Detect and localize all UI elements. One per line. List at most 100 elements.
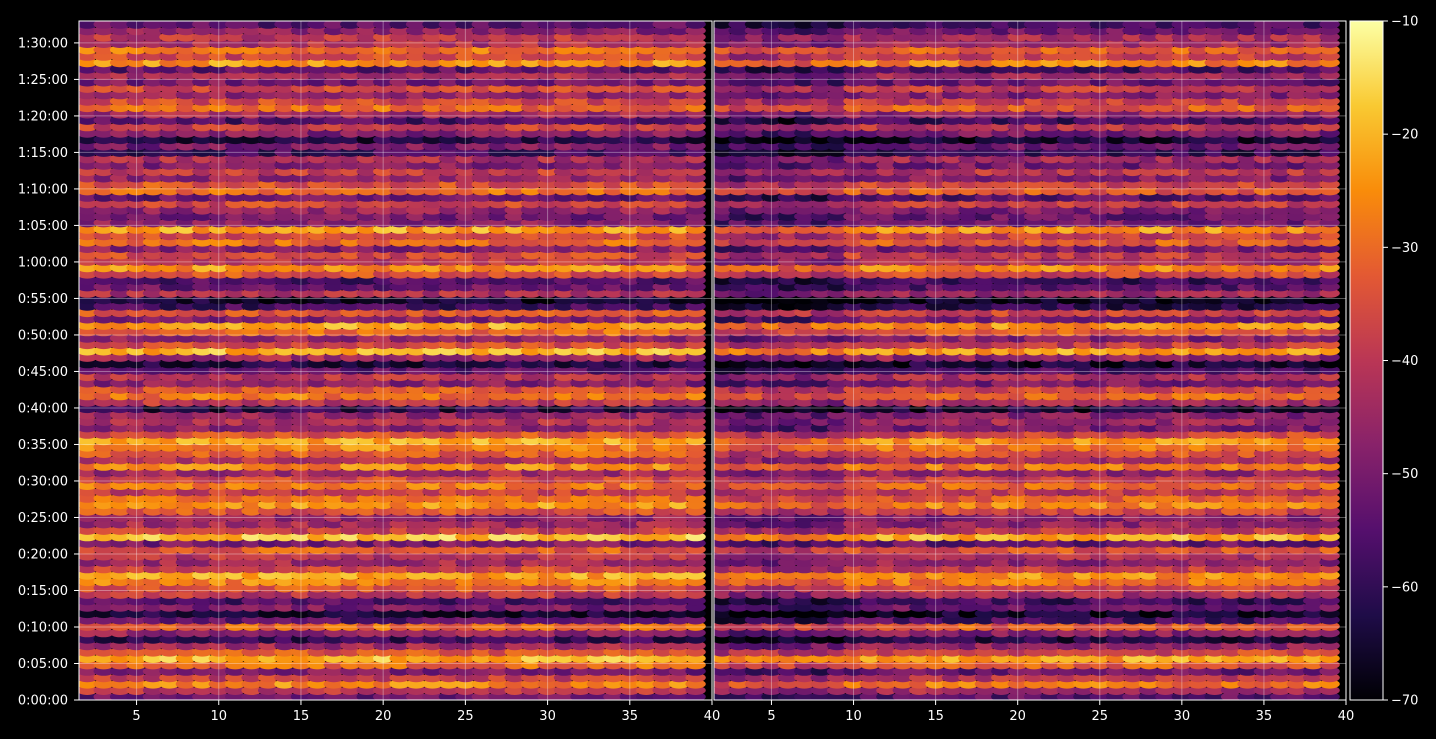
heatmap-cell bbox=[652, 615, 673, 625]
heatmap-cell bbox=[290, 544, 312, 555]
heatmap-cell bbox=[175, 589, 197, 599]
heatmap-cell bbox=[109, 673, 131, 683]
heatmap-cell bbox=[340, 589, 361, 599]
heatmap-cell bbox=[142, 487, 164, 497]
heatmap-cell bbox=[142, 532, 164, 542]
heatmap-cell bbox=[603, 346, 624, 356]
heatmap-cell bbox=[257, 384, 279, 394]
heatmap-cell bbox=[504, 423, 525, 433]
heatmap-cell bbox=[126, 602, 147, 612]
heatmap-cell bbox=[422, 500, 443, 510]
heatmap-cell bbox=[586, 359, 608, 369]
heatmap-cell bbox=[652, 346, 673, 356]
heatmap-cell bbox=[109, 365, 131, 375]
heatmap-cell bbox=[685, 532, 706, 542]
heatmap-cell bbox=[389, 564, 410, 574]
heatmap-cell bbox=[668, 448, 690, 458]
heatmap-cell bbox=[652, 641, 673, 651]
heatmap-cell bbox=[225, 333, 246, 343]
heatmap-cell bbox=[520, 679, 542, 689]
heatmap-cell bbox=[389, 615, 410, 625]
heatmap-cell bbox=[175, 339, 197, 350]
heatmap-cell bbox=[175, 352, 197, 362]
heatmap-cell bbox=[389, 500, 410, 510]
heatmap-cell bbox=[93, 608, 114, 619]
heatmap-cell bbox=[652, 564, 673, 574]
heatmap-cell bbox=[323, 538, 344, 548]
heatmap-cell bbox=[668, 391, 690, 401]
heatmap-cell bbox=[619, 416, 640, 426]
heatmap-cell bbox=[192, 557, 213, 567]
heatmap-cell bbox=[586, 436, 608, 446]
heatmap-cell bbox=[159, 429, 180, 439]
heatmap-cell bbox=[307, 647, 328, 657]
heatmap-cell bbox=[274, 442, 295, 452]
heatmap-cell bbox=[340, 660, 361, 670]
heatmap-cell bbox=[159, 660, 180, 670]
heatmap-cell bbox=[685, 576, 706, 587]
heatmap-cell bbox=[603, 583, 624, 593]
heatmap-cell bbox=[520, 410, 542, 420]
heatmap-cell bbox=[241, 436, 262, 446]
heatmap-cell bbox=[405, 538, 427, 548]
heatmap-cell bbox=[126, 397, 147, 407]
heatmap-cell bbox=[356, 384, 377, 394]
heatmap-cell bbox=[570, 666, 591, 676]
heatmap-cell bbox=[537, 487, 558, 497]
heatmap-cell bbox=[274, 365, 295, 375]
heatmap-cell bbox=[471, 647, 492, 657]
heatmap-cell bbox=[471, 333, 492, 343]
heatmap-cell bbox=[257, 538, 279, 548]
heatmap-cell bbox=[208, 557, 229, 567]
heatmap-cell bbox=[175, 391, 197, 401]
heatmap-cell bbox=[192, 333, 213, 343]
heatmap-cell bbox=[504, 429, 525, 439]
heatmap-cell bbox=[603, 423, 624, 433]
heatmap-cell bbox=[225, 391, 246, 401]
heatmap-cell bbox=[685, 378, 706, 388]
heatmap-cell bbox=[553, 391, 575, 401]
heatmap-cell bbox=[323, 621, 344, 631]
heatmap-cell bbox=[586, 666, 608, 676]
heatmap-cell bbox=[356, 615, 377, 625]
heatmap-cell bbox=[422, 679, 443, 689]
heatmap-cell bbox=[471, 436, 492, 446]
heatmap-cell bbox=[652, 506, 673, 516]
heatmap-cell bbox=[356, 564, 377, 574]
heatmap-cell bbox=[323, 634, 344, 644]
heatmap-cell bbox=[192, 442, 213, 452]
heatmap-cell bbox=[422, 615, 443, 625]
heatmap-cell bbox=[520, 436, 542, 446]
heatmap-cell bbox=[225, 448, 246, 458]
heatmap-cell bbox=[323, 391, 344, 401]
heatmap-cell bbox=[159, 570, 180, 580]
heatmap-cell bbox=[520, 506, 542, 516]
heatmap-cell bbox=[520, 570, 542, 580]
heatmap-cell bbox=[603, 455, 624, 465]
x-tick-label: 15 bbox=[293, 709, 310, 724]
heatmap-cell bbox=[274, 474, 295, 484]
heatmap-cell bbox=[109, 327, 131, 337]
heatmap-cell bbox=[208, 544, 229, 555]
heatmap-cell bbox=[455, 474, 476, 484]
heatmap-cell bbox=[389, 628, 410, 638]
heatmap-cell bbox=[356, 512, 377, 523]
heatmap-cell bbox=[307, 384, 328, 394]
heatmap-cell bbox=[389, 359, 410, 369]
heatmap-cell bbox=[142, 538, 164, 548]
heatmap-cell bbox=[422, 468, 443, 478]
heatmap-cell bbox=[109, 487, 131, 497]
heatmap-cell bbox=[438, 608, 460, 619]
heatmap-cell bbox=[356, 532, 377, 542]
heatmap-cell bbox=[685, 647, 706, 657]
heatmap-cell bbox=[619, 564, 640, 574]
heatmap-cell bbox=[652, 532, 673, 542]
heatmap-cell bbox=[553, 339, 575, 350]
heatmap-cell bbox=[685, 371, 706, 382]
x-tick-label: 10 bbox=[210, 709, 227, 724]
heatmap-cell bbox=[323, 493, 344, 503]
heatmap-cell bbox=[257, 403, 279, 414]
heatmap-cell bbox=[537, 544, 558, 555]
heatmap-cell bbox=[208, 538, 229, 548]
heatmap-cell bbox=[586, 551, 608, 561]
